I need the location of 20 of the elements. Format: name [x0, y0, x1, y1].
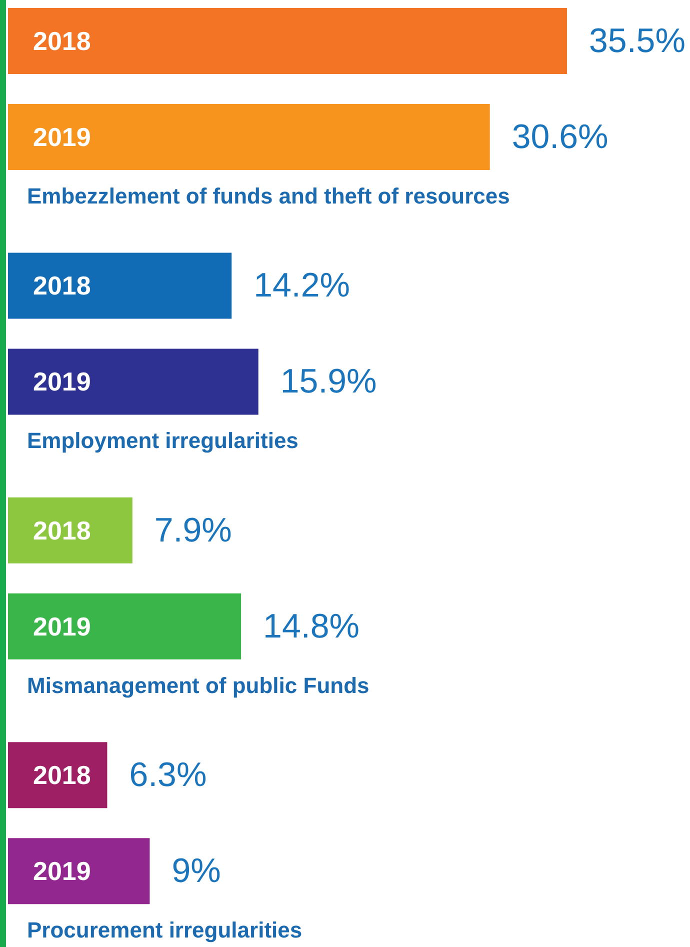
data-label: 14.2%: [254, 266, 350, 305]
y-tick-label: 2019: [33, 611, 91, 642]
y-tick-label: 2019: [33, 122, 91, 152]
data-label: 35.5%: [589, 22, 686, 60]
data-label: 14.8%: [263, 607, 360, 646]
data-label: 6.3%: [129, 756, 207, 794]
annotation: Employment irregularities: [27, 428, 298, 454]
y-tick-label: 2018: [33, 760, 91, 790]
annotation: Procurement irregularities: [27, 918, 302, 943]
y-tick-label: 2018: [33, 270, 91, 301]
annotation: Mismanagement of public Funds: [27, 672, 370, 698]
data-label: 30.6%: [512, 118, 608, 156]
y-tick-label: 2019: [33, 856, 91, 886]
y-tick-label: 2019: [33, 366, 91, 397]
data-label: 7.9%: [154, 511, 232, 550]
annotation: Embezzlement of funds and theft of resources: [27, 184, 510, 208]
data-label: 15.9%: [280, 362, 377, 401]
data-label: 9%: [172, 852, 221, 890]
y-tick-label: 2018: [33, 515, 91, 546]
y-tick-label: 2018: [33, 26, 91, 56]
